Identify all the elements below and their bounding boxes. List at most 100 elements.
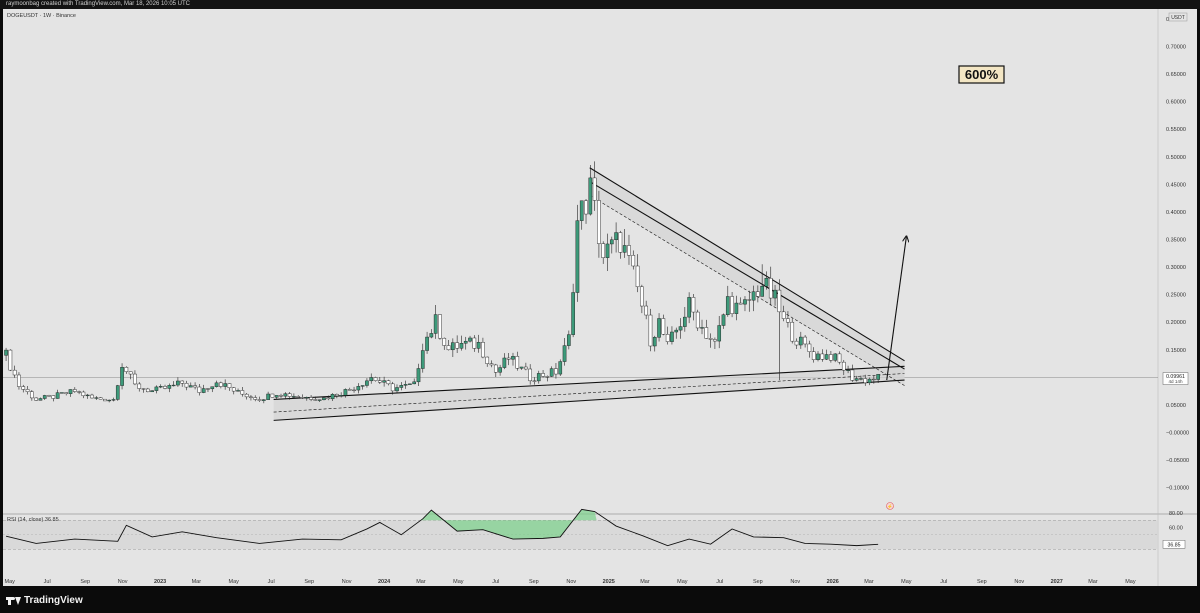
wedge-upper-top [589, 167, 905, 362]
alert-marker[interactable]: ⚡ [886, 502, 894, 511]
candle-body [502, 357, 507, 368]
credit-text: raymoonbag created with TradingView.com,… [6, 1, 190, 7]
candle-body [309, 397, 313, 400]
chart-panel[interactable]: 0.750000.700000.650000.600000.550000.500… [3, 9, 1197, 586]
tradingview-icon [6, 596, 21, 605]
candle-body [678, 326, 683, 331]
currency-badge: USDT [1168, 12, 1188, 22]
candle-body [760, 286, 764, 297]
candle-body [605, 243, 610, 258]
candle-body [356, 386, 361, 391]
candle-body [859, 378, 863, 380]
rsi-title: RSI (14, close) 36.85 [7, 517, 59, 523]
candle-body [210, 386, 215, 390]
candle-body [463, 340, 468, 344]
candle-body [824, 354, 829, 360]
candle-body [635, 265, 640, 288]
candle-body [227, 383, 232, 389]
candle-body [412, 381, 417, 385]
target-percent: 600% [965, 67, 999, 82]
candle-body [481, 342, 485, 358]
candle-body [335, 393, 339, 397]
candle-body [713, 339, 717, 342]
candle-body [657, 318, 661, 338]
candle-body [150, 390, 154, 393]
candle-body [536, 373, 541, 382]
candle-body [695, 311, 700, 329]
candle-body [472, 337, 477, 349]
candle-body [872, 378, 876, 381]
candle-body [704, 327, 709, 339]
candle-body [592, 177, 597, 201]
candle-body [743, 299, 747, 305]
candle-body [648, 314, 653, 347]
last-price-value: 0.09961 [1166, 374, 1185, 380]
candle-body [429, 333, 434, 338]
candle-body [257, 399, 262, 401]
candle-body [588, 177, 593, 215]
x-tick-label: Sep [753, 579, 763, 585]
candle-body [158, 386, 163, 388]
candle-body [64, 392, 69, 394]
last-price-badge [1162, 372, 1189, 385]
candle-body [734, 302, 739, 314]
last-price-countdown: 4d 14h [1168, 379, 1182, 384]
projection-arrow [886, 237, 907, 381]
candle-body [128, 371, 133, 375]
candle-body [386, 380, 391, 385]
candle-body [206, 388, 210, 390]
candle-body [262, 399, 266, 401]
candle-body [425, 336, 429, 351]
candle-body [115, 385, 120, 400]
candle-body [579, 200, 584, 221]
candle-body [137, 383, 142, 389]
x-tick-label: Jul [492, 579, 499, 585]
candle-body [133, 373, 137, 385]
candle-body [519, 366, 524, 369]
candle-body [17, 374, 21, 387]
candle-body [584, 200, 588, 215]
candle-body [167, 385, 172, 389]
candle-body [811, 351, 816, 360]
y-tick-label: −0.00000 [1166, 431, 1189, 437]
tradingview-logo[interactable]: TradingView [6, 594, 83, 606]
x-tick-label: May [901, 579, 912, 585]
candle-body [244, 393, 249, 398]
axes-layer: 0.750000.700000.650000.600000.550000.500… [5, 17, 1190, 585]
y-tick-label: 0.35000 [1166, 237, 1186, 243]
candle-body [236, 390, 240, 392]
candle-body [640, 286, 644, 307]
candle-body [124, 367, 129, 372]
x-tick-label: May [677, 579, 688, 585]
candle-body [249, 396, 253, 398]
candle-body [77, 391, 81, 393]
candle-body [103, 398, 107, 402]
candle-body [777, 289, 782, 313]
candle-body [451, 342, 455, 351]
y-tick-label: 0.30000 [1166, 265, 1186, 271]
candle-body [176, 380, 180, 386]
candle-body [622, 245, 627, 253]
candle-body [395, 387, 399, 392]
candles-layer [4, 161, 880, 404]
grid-layer [3, 9, 1197, 586]
y-tick-label: 0.70000 [1166, 44, 1186, 50]
rsi-layer [3, 508, 1158, 550]
chart-svg[interactable]: 0.750000.700000.650000.600000.550000.500… [3, 9, 1197, 586]
candle-body [442, 337, 447, 346]
candle-body [652, 337, 657, 347]
candle-body [798, 336, 803, 346]
x-tick-label: Mar [864, 579, 874, 585]
candle-body [644, 305, 648, 316]
wedge-lower-band [273, 366, 905, 421]
candle-body [72, 389, 77, 392]
candle-body [141, 388, 146, 390]
candle-body [197, 386, 202, 393]
y-tick-label: 0.15000 [1166, 348, 1186, 354]
wedge-lower-top [273, 365, 905, 400]
candle-body [214, 382, 219, 387]
candle-body [631, 255, 636, 267]
rsi-value-badge [1162, 540, 1186, 549]
candle-body [554, 368, 558, 375]
candle-body [270, 393, 275, 398]
